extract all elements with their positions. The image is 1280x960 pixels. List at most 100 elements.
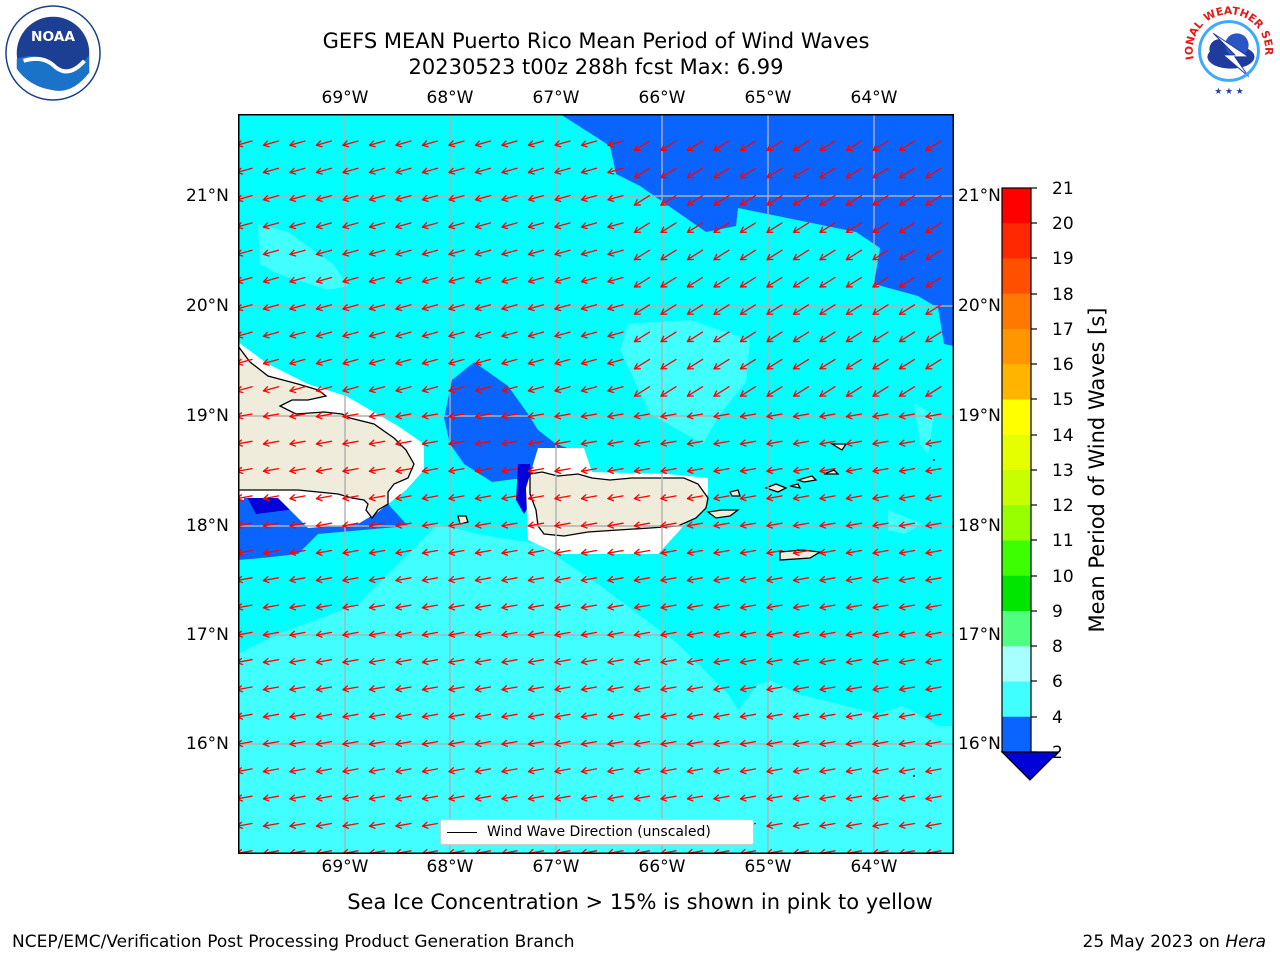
wave-direction-arrow — [713, 576, 730, 584]
wave-direction-arrow — [554, 657, 571, 666]
wave-direction-arrow — [925, 630, 942, 638]
top-longitude-label: 67°W — [532, 88, 580, 108]
wave-direction-arrow — [607, 494, 624, 502]
wave-direction-arrow — [554, 331, 571, 339]
wave-direction-arrow — [766, 821, 783, 829]
wave-direction-arrow — [898, 331, 916, 343]
wave-direction-arrow — [819, 249, 836, 261]
wave-direction-arrow — [580, 386, 598, 394]
wave-direction-arrow — [713, 167, 730, 179]
wave-direction-arrow — [395, 249, 412, 257]
wave-direction-arrow — [686, 657, 704, 666]
wave-direction-arrow — [501, 140, 518, 148]
wave-direction-arrow — [474, 276, 492, 284]
left-latitude-label: 19°N — [186, 406, 229, 426]
colorbar-segment — [1002, 258, 1031, 295]
wave-direction-arrow — [395, 521, 412, 529]
wave-direction-arrow — [289, 358, 306, 366]
wave-direction-arrow — [925, 249, 942, 261]
landmass — [238, 344, 848, 561]
wave-direction-arrow — [872, 767, 889, 775]
wave-direction-arrow — [474, 167, 492, 175]
wave-direction-arrow — [686, 222, 704, 233]
wave-direction-arrow — [474, 739, 492, 748]
wave-direction-arrow — [713, 494, 730, 502]
wave-direction-arrow — [819, 276, 836, 288]
wave-direction-arrow — [872, 304, 889, 315]
wave-direction-arrow — [448, 194, 465, 202]
wave-direction-arrow — [845, 358, 863, 370]
wave-direction-arrow — [819, 794, 836, 802]
wave-direction-arrow — [819, 466, 836, 475]
wave-direction-arrow — [580, 276, 598, 284]
wave-direction-arrow — [501, 521, 518, 529]
wave-direction-arrow — [713, 548, 730, 556]
wave-direction-arrow — [845, 466, 863, 475]
wave-direction-arrow — [686, 494, 704, 502]
wave-direction-arrow — [872, 386, 889, 397]
wave-direction-arrow — [262, 167, 280, 175]
wave-direction-arrow — [527, 412, 545, 420]
wave-direction-arrow — [766, 494, 783, 502]
wave-direction-arrow — [845, 386, 863, 397]
wave-direction-arrow — [262, 712, 280, 720]
wave-direction-arrow — [713, 249, 730, 261]
wave-direction-arrow — [607, 657, 624, 666]
wave-direction-arrow — [580, 412, 598, 420]
wave-direction-arrow — [421, 767, 439, 775]
wave-direction-arrow — [792, 331, 810, 343]
wave-direction-arrow — [315, 386, 333, 394]
wave-direction-arrow — [925, 794, 942, 802]
colorbar-segment — [1002, 364, 1031, 400]
wave-direction-arrow — [845, 304, 863, 315]
wave-direction-arrow — [501, 576, 518, 584]
colorbar-segment — [1002, 716, 1031, 753]
wave-direction-arrow — [368, 167, 386, 175]
wave-direction-arrow — [262, 466, 280, 475]
colorbar-title: Mean Period of Wind Waves [s] — [1085, 307, 1109, 633]
wave-direction-arrow — [527, 739, 545, 748]
wave-direction-arrow — [580, 685, 598, 693]
wave-direction-arrow — [342, 548, 359, 556]
wave-direction-arrow — [501, 494, 518, 502]
colorbar-segment — [1002, 188, 1031, 224]
bottom-longitude-label: 65°W — [744, 857, 792, 877]
wave-direction-arrow — [554, 521, 571, 529]
wave-direction-arrow — [342, 821, 359, 829]
wave-direction-arrow — [872, 548, 889, 556]
wave-direction-arrow — [766, 412, 783, 420]
wave-direction-arrow — [262, 630, 280, 638]
wave-direction-arrow — [686, 304, 704, 315]
wave-direction-arrow — [289, 767, 306, 775]
wave-direction-arrow — [872, 140, 889, 152]
wave-direction-arrow — [713, 358, 730, 370]
wave-direction-arrow — [262, 494, 280, 502]
wave-direction-arrow — [580, 304, 598, 312]
wave-direction-arrow — [262, 386, 280, 394]
wave-direction-arrow — [607, 521, 624, 529]
wave-direction-arrow — [872, 194, 889, 206]
wave-direction-arrow — [660, 304, 677, 315]
wave-direction-arrow — [421, 521, 439, 529]
colorbar-segment — [1002, 329, 1031, 365]
wave-direction-arrow — [660, 521, 677, 529]
right-latitude-label: 20°N — [958, 296, 1001, 316]
colorbar-segment — [1002, 540, 1031, 577]
wave-direction-arrow — [633, 548, 651, 556]
wave-direction-arrow — [766, 222, 783, 233]
wave-direction-arrow — [527, 140, 545, 148]
wave-direction-arrow — [368, 794, 386, 802]
wave-direction-arrow — [739, 439, 757, 447]
st-john-landmass — [789, 483, 802, 489]
wave-period-map — [238, 114, 954, 854]
colorbar-segment — [1002, 399, 1031, 436]
wave-direction-arrow — [580, 630, 598, 638]
wave-direction-arrow — [792, 249, 810, 261]
wave-direction-arrow — [474, 548, 492, 556]
wave-direction-arrow — [819, 358, 836, 370]
wave-direction-arrow — [448, 657, 465, 666]
wave-direction-arrow — [448, 140, 465, 148]
wave-direction-arrow — [262, 331, 280, 339]
wave-direction-arrow — [739, 521, 757, 529]
wave-direction-arrow — [262, 276, 280, 284]
